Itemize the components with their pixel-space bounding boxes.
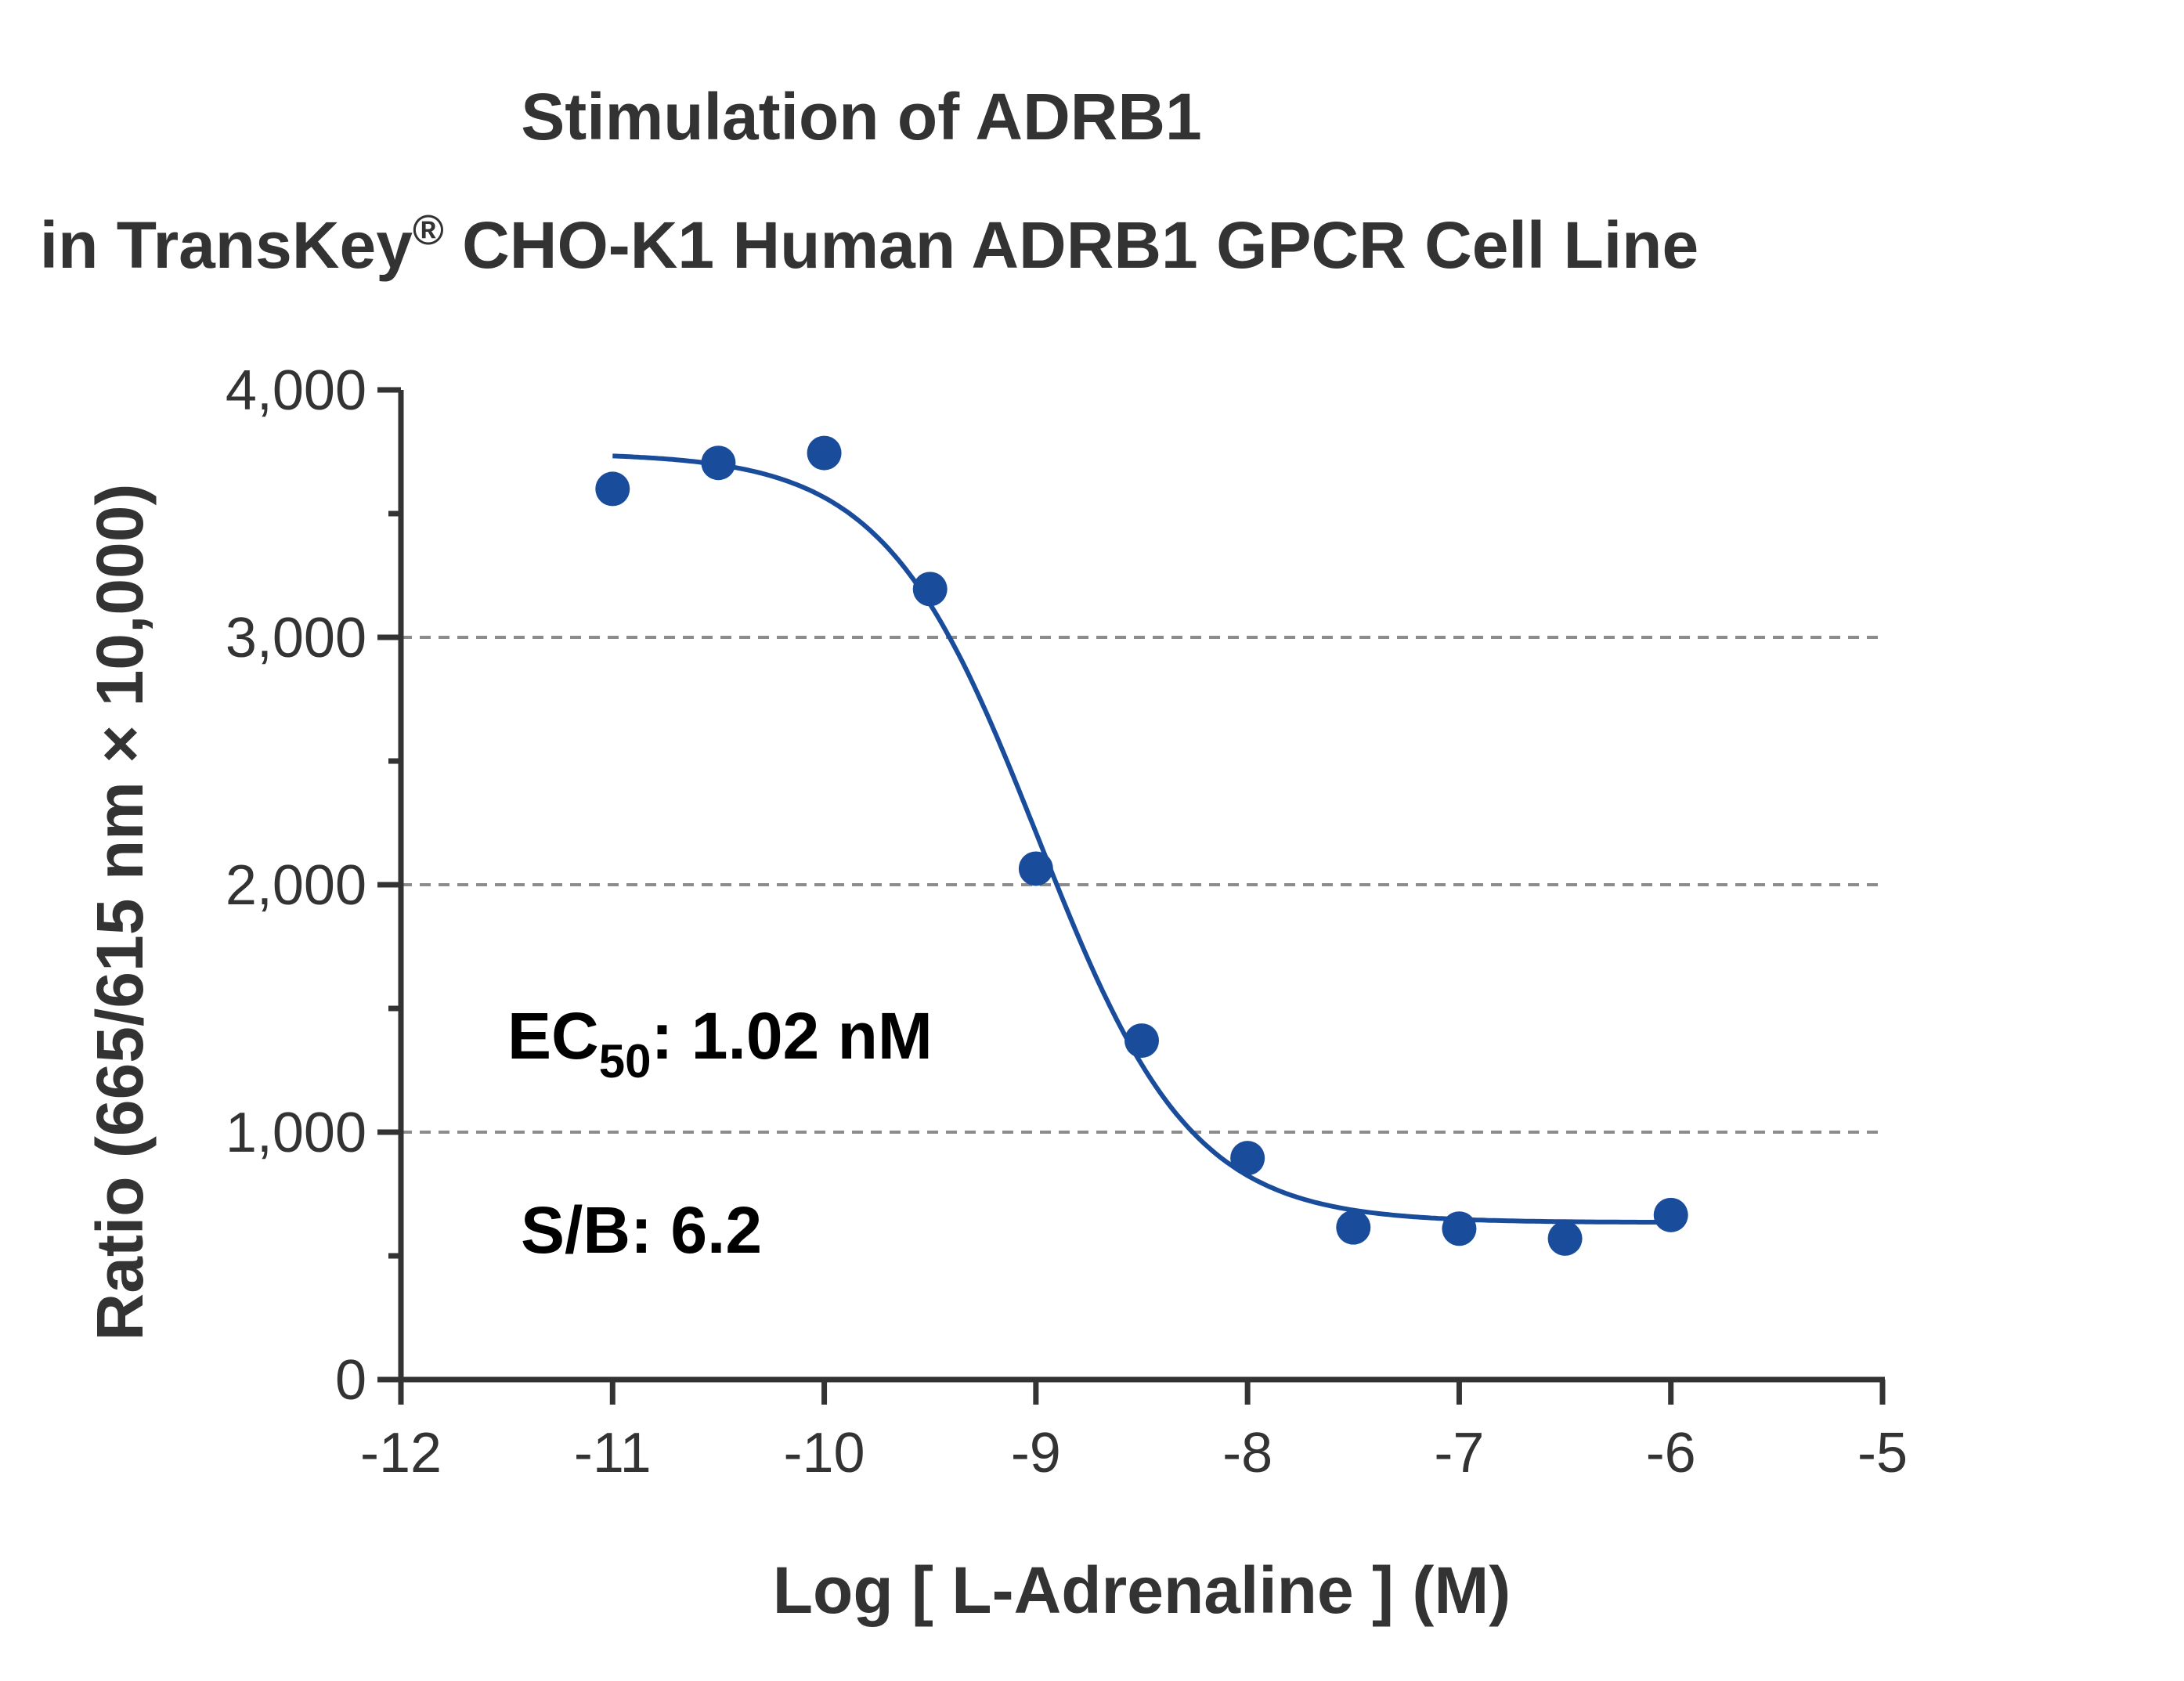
x-tick-label--5: -5 — [1857, 1422, 1908, 1484]
x-tick-label--8: -8 — [1222, 1422, 1272, 1484]
x-tick-label--10: -10 — [784, 1422, 865, 1484]
registered-mark: ® — [413, 207, 444, 254]
gridlines — [401, 636, 1883, 1134]
data-point — [1653, 1197, 1688, 1232]
sb-annotation: S/B: 6.2 — [521, 1193, 762, 1267]
fit-curve-group — [612, 453, 1671, 1225]
data-point — [1230, 1141, 1265, 1176]
y-tick-label-0: 0 — [335, 1349, 366, 1412]
chart-subtitle: in TransKey® CHO-K1 Human ADRB1 GPCR Cel… — [40, 207, 1698, 282]
ec50-subscript: 50 — [599, 1035, 652, 1088]
data-point — [1018, 851, 1053, 886]
chart-subtitle-prefix: in TransKey — [40, 208, 413, 282]
y-tick-label-4000: 4,000 — [226, 359, 366, 422]
data-point — [1442, 1211, 1477, 1246]
y-axis-label: Ratio (665/615 nm × 10,000) — [83, 484, 157, 1341]
x-tick-label--12: -12 — [360, 1422, 442, 1484]
ec50-annotation: EC50: 1.02 nM — [507, 999, 933, 1088]
data-point — [1547, 1221, 1583, 1256]
y-tick-label-1000: 1,000 — [226, 1102, 366, 1164]
data-points — [595, 435, 1688, 1256]
x-axis-label: Log [ L-Adrenaline ] (M) — [773, 1553, 1511, 1627]
data-point — [807, 435, 842, 471]
x-tick-label--7: -7 — [1434, 1422, 1484, 1484]
y-tick-label-3000: 3,000 — [226, 607, 366, 669]
axes: 0 1,000 2,000 3,000 4,000 -12 -11 -10 -9 -8 -7 -6 -5 — [226, 359, 1908, 1484]
data-point — [1336, 1210, 1371, 1245]
ec50-prefix: EC — [507, 999, 599, 1073]
data-point — [912, 572, 948, 607]
chart-title: Stimulation of ADRB1 — [521, 80, 1202, 153]
x-tick-label--9: -9 — [1011, 1422, 1061, 1484]
x-tick-label--6: -6 — [1646, 1422, 1696, 1484]
data-point — [1124, 1023, 1159, 1059]
ec50-value: : 1.02 nM — [651, 999, 932, 1073]
chart-subtitle-suffix: CHO-K1 Human ADRB1 GPCR Cell Line — [444, 208, 1698, 282]
fit-curve — [612, 453, 1671, 1225]
data-point — [701, 446, 736, 481]
y-tick-label-2000: 2,000 — [226, 854, 366, 917]
x-tick-label--11: -11 — [574, 1422, 652, 1484]
data-point — [595, 471, 630, 507]
